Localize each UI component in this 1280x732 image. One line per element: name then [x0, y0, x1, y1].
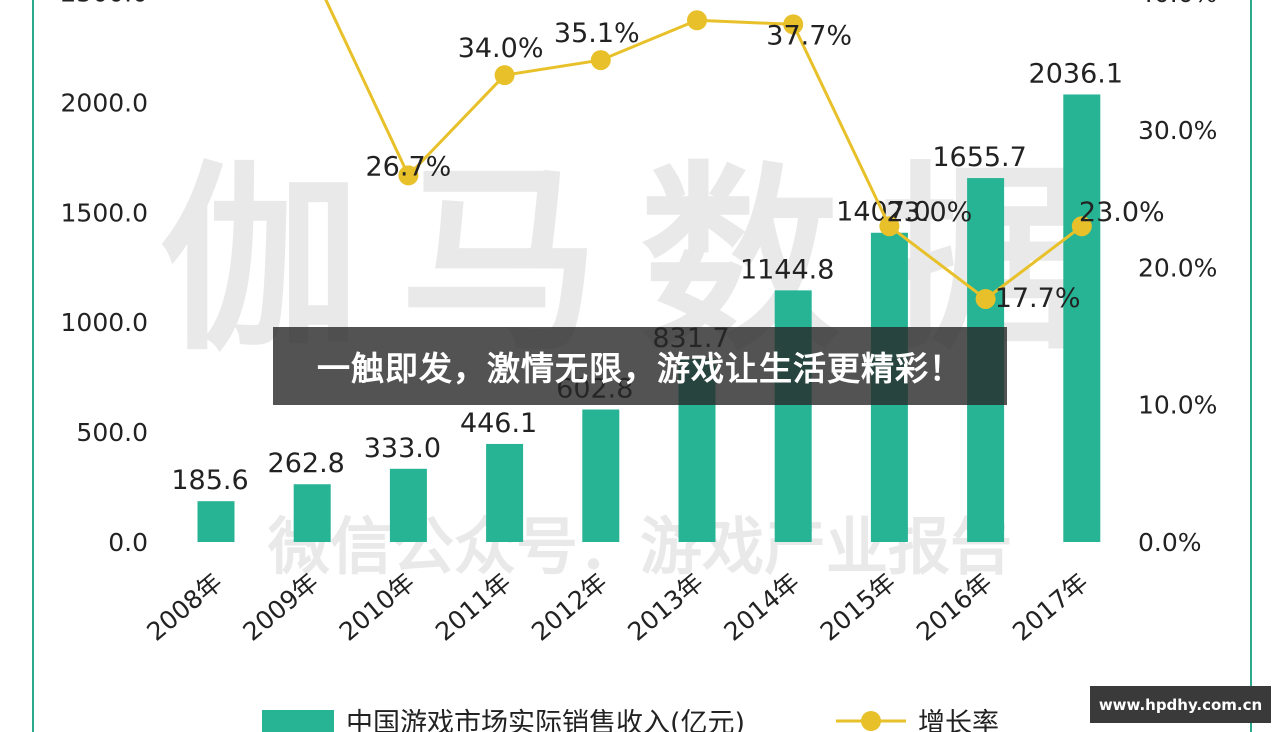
y-right-tick-label: 30.0% [1138, 116, 1217, 145]
growth-rate-point [687, 10, 707, 31]
growth-rate-label: 35.1% [554, 18, 640, 49]
growth-rate-point [398, 165, 419, 186]
y-right-tick-label: 20.0% [1138, 253, 1217, 282]
growth-rate-point [1071, 216, 1092, 237]
growth-rate-label: 26.7% [366, 151, 452, 182]
bar-revenue [1063, 94, 1101, 543]
growth-rate-label: 17.7% [995, 283, 1081, 314]
growth-rate-point [494, 65, 515, 86]
growth-rate-label: 37.7% [766, 20, 852, 51]
frame-right-border [1250, 0, 1252, 732]
y-right-tick-label: 10.0% [1138, 391, 1217, 420]
bar-revenue [197, 501, 235, 542]
y-left-tick-label: 1000.0 [61, 308, 148, 337]
bar-value-label: 1144.8 [740, 254, 834, 285]
bar-revenue [582, 409, 620, 542]
x-category-label: 2008年 [141, 567, 228, 646]
y-right-tick-label: 0.0% [1138, 528, 1202, 557]
site-url-badge[interactable]: www.hpdhy.com.cn [1090, 686, 1271, 723]
bar-value-label: 2036.1 [1029, 58, 1123, 89]
growth-rate-point [590, 50, 611, 71]
growth-rate-label: 23.0% [887, 197, 973, 228]
y-left-tick-label: 1500.0 [61, 198, 148, 227]
growth-rate-label: 23.0% [1079, 197, 1165, 228]
legend-bar-swatch [262, 710, 334, 732]
y-left-tick-label: 500.0 [76, 418, 148, 447]
legend-line-marker [861, 711, 881, 731]
frame-left-border [32, 0, 34, 732]
y-right-tick-label: 40.0% [1138, 0, 1217, 8]
y-left-tick-label: 0.0 [108, 528, 148, 557]
promo-banner: 一触即发，激情无限，游戏让生活更精彩！ [273, 327, 1007, 405]
y-left-tick-label: 2000.0 [61, 88, 148, 117]
growth-rate-line [324, 0, 1083, 301]
bar-value-label: 185.6 [171, 465, 248, 496]
growth-rate-point [879, 216, 900, 237]
bar-value-label: 262.8 [268, 448, 345, 479]
bar-value-label: 446.1 [460, 408, 537, 439]
y-left-tick-label: 2500.0 [61, 0, 148, 8]
bar-value-label: 1655.7 [932, 142, 1026, 173]
legend-bar-label: 中国游戏市场实际销售收入(亿元) [346, 708, 745, 732]
bar-revenue [486, 443, 524, 542]
bar-revenue [389, 468, 427, 542]
growth-rate-point [975, 288, 996, 309]
legend-line-label: 增长率 [918, 708, 999, 732]
growth-rate-label: 34.0% [458, 33, 544, 64]
x-category-label: 2017年 [1007, 567, 1094, 646]
bar-value-label: 333.0 [364, 433, 441, 464]
bar-revenue [293, 484, 331, 542]
growth-rate-point [783, 14, 804, 35]
